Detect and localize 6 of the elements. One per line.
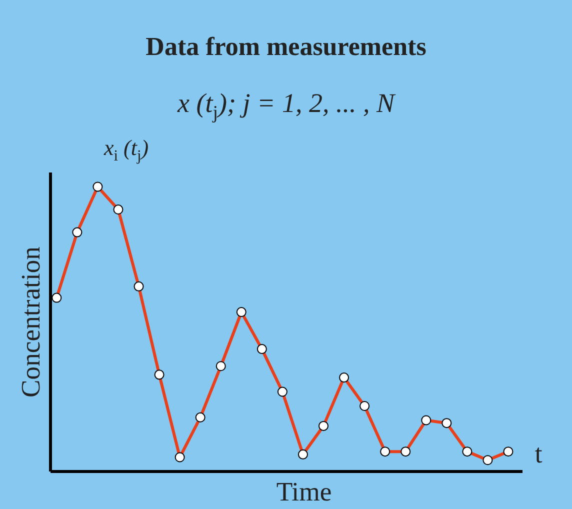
x-axis-title: Time bbox=[276, 476, 332, 506]
text: x$_{i}$ (t$_{j}$) bbox=[104, 134, 150, 166]
text: t bbox=[534, 438, 543, 468]
chart-subtitle: x (t$_{j}$); j = 1, 2, ... , N bbox=[176, 87, 397, 126]
y-axis-title: Concentration bbox=[16, 246, 46, 398]
chart-title: Data from measurements bbox=[144, 31, 428, 63]
